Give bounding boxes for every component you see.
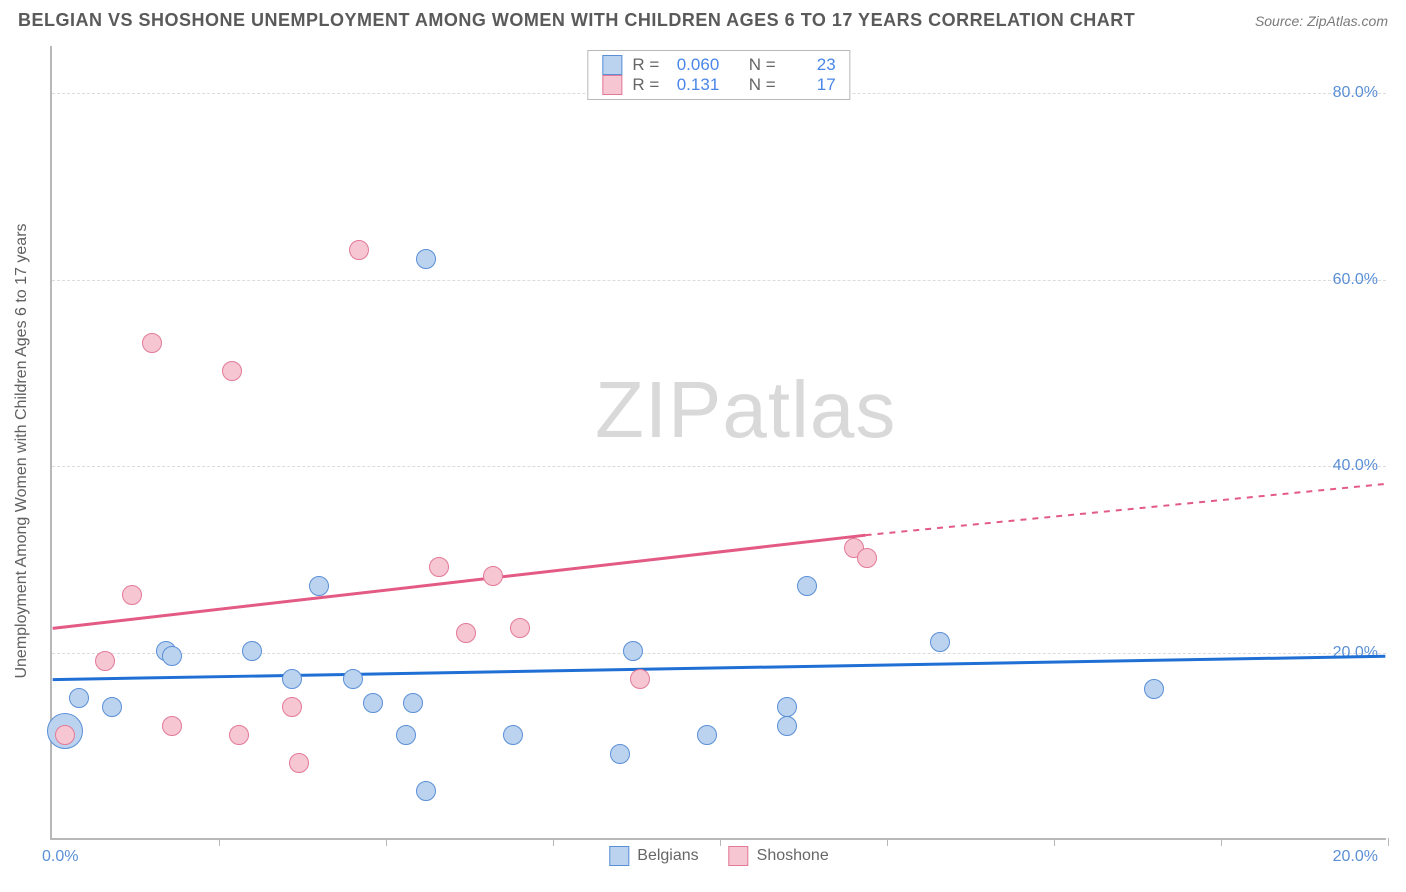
legend-swatch bbox=[602, 55, 622, 75]
legend-label: Shoshone bbox=[757, 847, 829, 865]
data-point bbox=[483, 566, 503, 586]
x-axis-max-label: 20.0% bbox=[1333, 848, 1378, 866]
data-point bbox=[630, 669, 650, 689]
data-point bbox=[309, 576, 329, 596]
gridline bbox=[52, 466, 1386, 467]
data-point bbox=[697, 725, 717, 745]
x-tick bbox=[1388, 838, 1389, 846]
data-point bbox=[222, 361, 242, 381]
legend-swatch bbox=[602, 75, 622, 95]
data-point bbox=[429, 557, 449, 577]
stats-box: R = 0.060 N = 23 R = 0.131 N = 17 bbox=[587, 50, 850, 100]
data-point bbox=[623, 641, 643, 661]
data-point bbox=[95, 651, 115, 671]
legend-label: Belgians bbox=[637, 847, 698, 865]
watermark: ZIPatlas bbox=[595, 364, 896, 456]
data-point bbox=[162, 716, 182, 736]
data-point bbox=[777, 716, 797, 736]
r-value: 0.060 bbox=[669, 55, 719, 75]
n-label: N = bbox=[749, 55, 776, 75]
x-tick bbox=[1221, 838, 1222, 846]
r-value: 0.131 bbox=[669, 75, 719, 95]
data-point bbox=[930, 632, 950, 652]
legend-swatch bbox=[729, 846, 749, 866]
data-point bbox=[363, 693, 383, 713]
data-point bbox=[55, 725, 75, 745]
x-tick bbox=[720, 838, 721, 846]
data-point bbox=[610, 744, 630, 764]
x-tick bbox=[887, 838, 888, 846]
n-value: 17 bbox=[786, 75, 836, 95]
x-axis-min-label: 0.0% bbox=[42, 848, 78, 866]
data-point bbox=[416, 249, 436, 269]
n-label: N = bbox=[749, 75, 776, 95]
data-point bbox=[797, 576, 817, 596]
chart-title: BELGIAN VS SHOSHONE UNEMPLOYMENT AMONG W… bbox=[18, 10, 1135, 31]
y-tick-label: 60.0% bbox=[1333, 271, 1378, 289]
x-tick bbox=[553, 838, 554, 846]
data-point bbox=[510, 618, 530, 638]
y-tick-label: 80.0% bbox=[1333, 84, 1378, 102]
data-point bbox=[456, 623, 476, 643]
data-point bbox=[242, 641, 262, 661]
data-point bbox=[229, 725, 249, 745]
legend: Belgians Shoshone bbox=[609, 846, 828, 866]
x-tick bbox=[219, 838, 220, 846]
legend-swatch bbox=[609, 846, 629, 866]
y-tick-label: 20.0% bbox=[1333, 644, 1378, 662]
legend-item: Belgians bbox=[609, 846, 698, 866]
data-point bbox=[416, 781, 436, 801]
data-point bbox=[162, 646, 182, 666]
gridline bbox=[52, 280, 1386, 281]
r-label: R = bbox=[632, 55, 659, 75]
data-point bbox=[396, 725, 416, 745]
x-tick bbox=[1054, 838, 1055, 846]
stats-row: R = 0.060 N = 23 bbox=[602, 55, 835, 75]
chart-plot-area: Unemployment Among Women with Children A… bbox=[50, 46, 1386, 840]
data-point bbox=[503, 725, 523, 745]
y-axis-title: Unemployment Among Women with Children A… bbox=[13, 223, 31, 678]
data-point bbox=[282, 697, 302, 717]
data-point bbox=[1144, 679, 1164, 699]
data-point bbox=[777, 697, 797, 717]
r-label: R = bbox=[632, 75, 659, 95]
data-point bbox=[282, 669, 302, 689]
data-point bbox=[343, 669, 363, 689]
trend-lines bbox=[52, 46, 1386, 838]
stats-row: R = 0.131 N = 17 bbox=[602, 75, 835, 95]
data-point bbox=[403, 693, 423, 713]
n-value: 23 bbox=[786, 55, 836, 75]
source-text: Source: ZipAtlas.com bbox=[1255, 13, 1388, 29]
data-point bbox=[102, 697, 122, 717]
data-point bbox=[349, 240, 369, 260]
data-point bbox=[142, 333, 162, 353]
x-tick bbox=[386, 838, 387, 846]
data-point bbox=[289, 753, 309, 773]
data-point bbox=[122, 585, 142, 605]
legend-item: Shoshone bbox=[729, 846, 829, 866]
data-point bbox=[857, 548, 877, 568]
y-tick-label: 40.0% bbox=[1333, 457, 1378, 475]
data-point bbox=[69, 688, 89, 708]
